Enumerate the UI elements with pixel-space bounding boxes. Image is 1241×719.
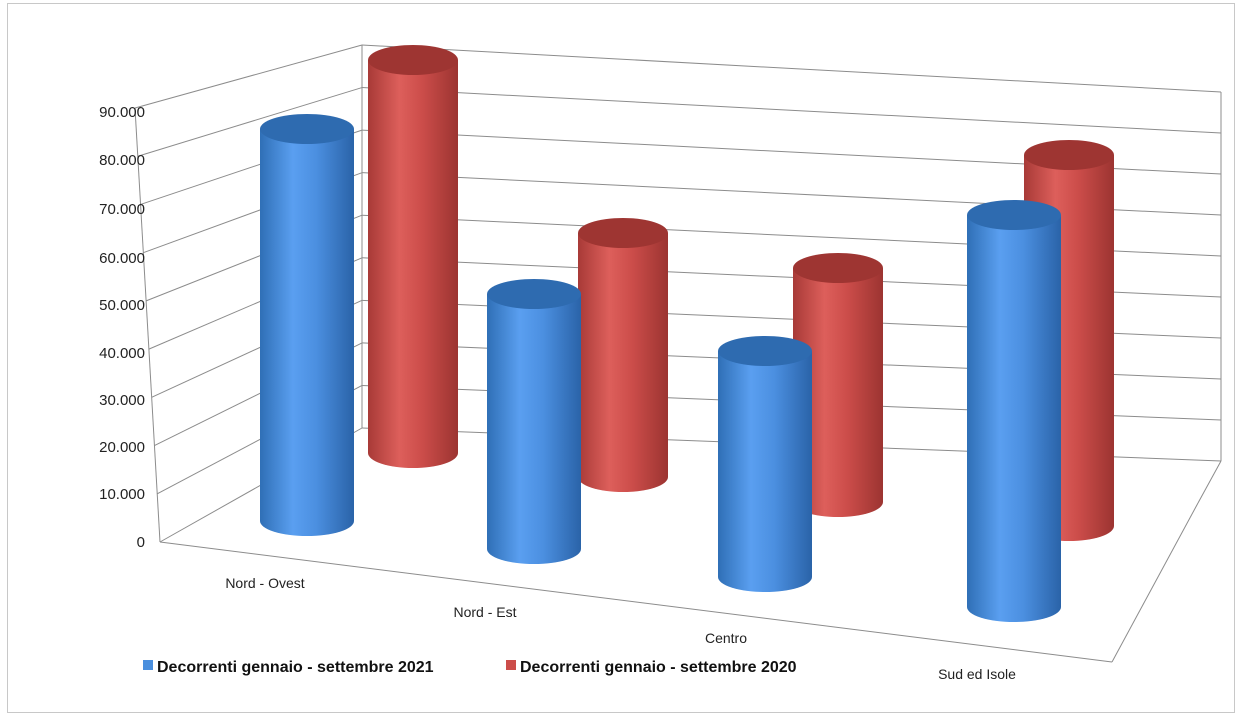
legend-label-2021: Decorrenti gennaio - settembre 2021 xyxy=(157,659,434,676)
bar-2020-2-body xyxy=(793,268,883,517)
bar-2020-3-top xyxy=(1024,140,1114,170)
bar-2021-2-top xyxy=(718,336,812,366)
x-category-label: Centro xyxy=(705,630,747,646)
y-tick-label: 90.000 xyxy=(99,104,145,121)
bar-2020-2-top xyxy=(793,253,883,283)
bar-2020-0 xyxy=(368,45,458,468)
gridline-left-8 xyxy=(137,87,363,157)
y-tick-label: 50.000 xyxy=(99,297,145,314)
bar-2020-1 xyxy=(578,218,668,492)
gridline-back-9 xyxy=(361,44,1222,93)
bar-2021-0-top xyxy=(260,114,354,144)
bar-2021-0 xyxy=(260,114,354,536)
bar-2021-3-top xyxy=(967,200,1061,230)
y-axis-ticks: 0 10.000 20.000 30.000 40.000 50.000 60.000 70.… xyxy=(99,104,145,551)
x-category-label: Nord - Est xyxy=(453,604,516,620)
floor-right-edge xyxy=(1111,502,1199,663)
floor-back-right-edge xyxy=(1197,460,1222,504)
y-tick-label: 30.000 xyxy=(99,392,145,409)
left-wall-edge xyxy=(134,107,161,543)
gridline-left-9 xyxy=(134,44,363,109)
legend-label-2020: Decorrenti gennaio - settembre 2020 xyxy=(520,659,797,676)
bar-2020-1-top xyxy=(578,218,668,248)
y-tick-label: 0 xyxy=(137,534,145,551)
bar-2020-1-body xyxy=(578,233,668,492)
bar-2021-0-body xyxy=(260,129,354,536)
legend: Decorrenti gennaio - settembre 2021 Deco… xyxy=(143,659,797,676)
bar-2020-0-top xyxy=(368,45,458,75)
bar-2020-0-body xyxy=(368,60,458,468)
bar-2021-2-body xyxy=(718,351,812,592)
y-tick-label: 20.000 xyxy=(99,439,145,456)
bar-2021-1 xyxy=(487,279,581,564)
y-tick-label: 70.000 xyxy=(99,201,145,218)
bar-2021-2 xyxy=(718,336,812,592)
y-tick-label: 80.000 xyxy=(99,152,145,169)
bar-2021-1-top xyxy=(487,279,581,309)
chart-cylinders xyxy=(260,45,1114,622)
x-axis-categories: Nord - Ovest Nord - Est Centro Sud ed Isole xyxy=(225,575,1016,682)
floor-front-edge xyxy=(159,541,1113,663)
gridline-back-8 xyxy=(361,87,1222,134)
legend-swatch-2021 xyxy=(143,660,153,670)
x-category-label: Nord - Ovest xyxy=(225,575,304,591)
legend-swatch-2020 xyxy=(506,660,516,670)
x-category-label: Sud ed Isole xyxy=(938,666,1016,682)
y-tick-label: 60.000 xyxy=(99,250,145,267)
y-tick-label: 10.000 xyxy=(99,486,145,503)
bar-2021-3-body xyxy=(967,215,1061,622)
bar-2020-2 xyxy=(793,253,883,517)
y-tick-label: 40.000 xyxy=(99,345,145,362)
bar-2021-1-body xyxy=(487,294,581,564)
bar-2021-3 xyxy=(967,200,1061,622)
